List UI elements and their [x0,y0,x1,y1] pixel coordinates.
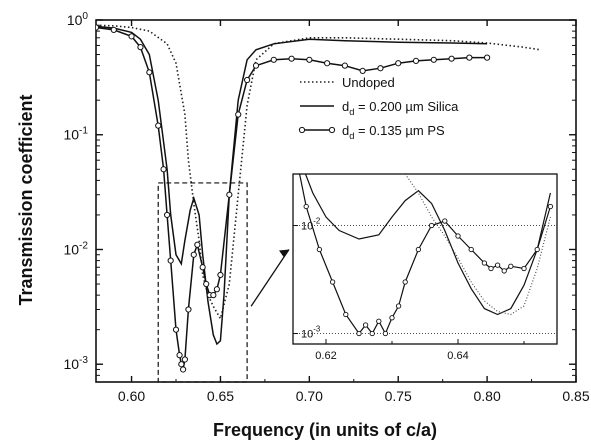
main-plot: 0.60 0.65 0.70 0.75 0.80 0.85 100 10-1 10-2 10-3 U… [63,11,589,404]
inset-series-point [362,322,369,328]
series-point [190,251,197,258]
series-point [146,69,153,76]
zoom-arrow [250,249,290,307]
legend-label-1: Undoped [342,75,395,90]
series-point [306,56,313,63]
series-point [128,33,135,40]
inset-y-tick-label: 10-2 [301,217,320,233]
series-point [395,60,402,67]
series-point [377,65,384,72]
y-tick-label: 10-2 [63,240,88,257]
series-point [185,306,192,313]
x-tick-label: 0.80 [473,388,500,404]
series-point [172,326,180,333]
x-tick-label: 0.60 [118,388,145,404]
series-point [176,352,183,359]
inset-series-point [369,330,375,337]
inset-series-point [415,246,422,253]
inset-series-point [508,263,514,269]
zoom-arrow-head [279,249,289,258]
inset-series-line-1 [304,174,551,316]
series-point [359,67,366,75]
inset-series-point [291,139,295,143]
series-point [226,191,233,198]
series-point [167,257,174,264]
legend-label-2: dd = 0.200 µm Silica [342,99,459,117]
inset-y-tick-label: 10-3 [301,325,321,341]
inset-series-line-3 [404,174,551,316]
x-tick-label: 0.85 [562,388,589,404]
series-point [180,366,187,373]
y-axis-title: Transmission coefficient [16,94,36,305]
y-tick-label: 10-3 [63,355,88,372]
inset-series-point [481,260,488,266]
series-point [324,60,331,67]
y-tick-label: 100 [67,11,89,28]
inset-series-point [494,262,501,268]
inset-x-tick-label: 0.64 [447,350,468,362]
y-tick-label: 10-1 [63,126,88,143]
inset-series-point [356,330,362,337]
inset-frame [292,173,558,345]
inset-series-point [395,303,402,309]
inset-series-point [428,222,435,229]
series-point [155,122,162,129]
inset-series-point [547,203,554,210]
x-tick-label: 0.65 [207,388,234,404]
series-point [252,62,260,69]
inset-x-tick-label: 0.62 [315,350,336,362]
series-point [288,55,295,62]
series-point [178,361,185,368]
series-point [160,166,167,173]
x-axis-title: Frequency (in units of c/a) [213,420,437,440]
inset-series-point [468,246,474,253]
plot-frame [95,19,577,383]
series-point [203,280,210,288]
inset-series-point [442,218,448,224]
inset-series-point [402,279,408,285]
series-point [181,356,188,363]
inset-series-point [303,203,309,210]
inset-series-point [343,311,349,318]
series-point [213,286,220,293]
legend-marker [328,126,336,134]
series-point [244,76,251,84]
series-point [96,24,100,31]
zoom-box [157,182,248,383]
inset-series-point [534,246,540,253]
series-point [217,271,224,279]
inset-series-point [389,315,395,321]
inset-series-point [488,265,494,272]
series-point [484,54,491,61]
series-point [466,54,473,61]
inset-series-point [455,233,461,239]
series-point [270,56,277,63]
series-point [194,241,201,248]
inset-plot: 0.62 0.64 10-2 10-3 [250,139,558,362]
x-tick-label: 0.75 [385,388,412,404]
inset-series-point [329,279,336,285]
inset-series-point [521,265,527,272]
inset-series-group [291,139,554,337]
series-point [341,62,348,69]
series-group [96,24,541,373]
series-point [110,26,117,33]
inset-series-point [501,268,507,274]
series-point [210,292,217,299]
legend-marker [298,126,306,134]
series-point [412,57,420,65]
inset-series-point [316,246,323,253]
series-point [164,211,171,219]
x-tick-label: 0.70 [296,388,323,404]
series-point [199,264,206,271]
series-point [137,44,144,51]
series-point [235,111,242,118]
inset-series-point [376,318,382,324]
series-point [430,56,437,63]
legend-label-3: dd = 0.135 µm PS [342,123,445,141]
inset-series-point [382,330,389,337]
series-point [448,55,455,62]
